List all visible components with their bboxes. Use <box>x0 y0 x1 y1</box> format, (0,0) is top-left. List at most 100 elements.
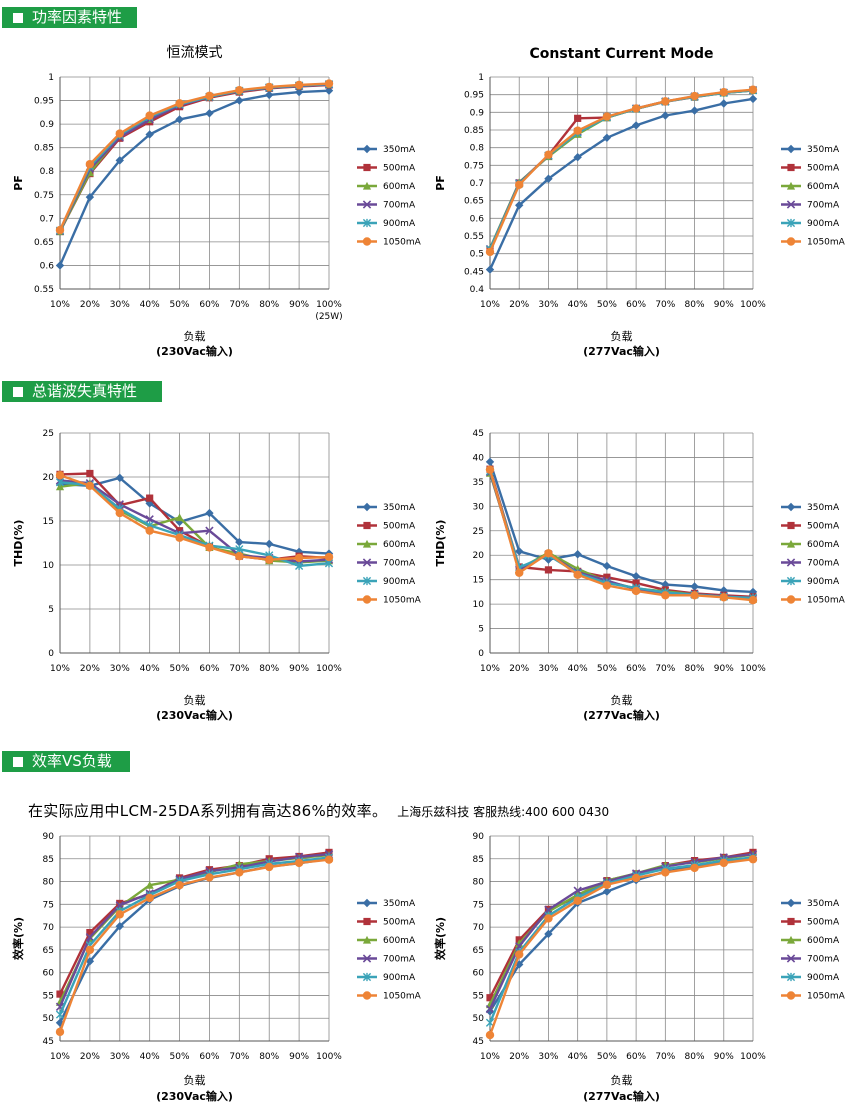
x-axis-condition: (277Vac输入) <box>583 1089 660 1103</box>
y-tick-label: 15 <box>43 517 54 527</box>
data-point-350mA <box>544 929 553 939</box>
y-tick-label: 0.5 <box>470 250 484 260</box>
x-tick-label: 60% <box>626 1052 646 1062</box>
section-header-eff: 效率VS负载 <box>2 751 130 772</box>
x-axis-condition: (230Vac输入) <box>156 1089 233 1103</box>
x-tick-label: 100% <box>740 300 766 310</box>
pf-chart-277vac: Constant Current Mode 0.4 0.45 0.5 0.55 0.6 0.… <box>434 46 846 358</box>
y-tick-label: 80 <box>43 878 55 888</box>
legend-marker <box>362 218 372 228</box>
x-axis-condition: (277Vac输入) <box>583 344 660 358</box>
data-point-350mA <box>485 457 495 467</box>
legend-label: 500mA <box>807 522 840 532</box>
legend-label: 900mA <box>383 219 416 229</box>
data-point-1050mA <box>145 526 154 535</box>
legend-label: 700mA <box>383 559 416 569</box>
data-point-350mA <box>235 96 244 105</box>
data-point-1050mA <box>661 868 670 877</box>
series-line-500mA <box>58 851 330 995</box>
legend-label: 1050mA <box>807 992 846 1002</box>
series-line-1050mA <box>488 88 754 253</box>
data-point-1050mA <box>485 465 495 474</box>
legend-marker <box>786 237 796 246</box>
x-tick-label: 20% <box>509 664 529 674</box>
legend-label: 350mA <box>383 503 416 513</box>
square-icon <box>13 387 23 397</box>
legend-marker <box>362 144 372 154</box>
efficiency-chart-230vac: 45 50 55 60 65 70 75 80 85 90 10% 20% 30% 40% 50% 60% 70… <box>11 832 422 1103</box>
y-tick-label: 75 <box>473 900 484 910</box>
legend-label: 600mA <box>807 540 840 550</box>
data-point-1050mA <box>115 910 124 919</box>
data-point-700mA <box>544 905 553 914</box>
section-title-thd: 总谐波失真特性 <box>32 382 138 400</box>
y-tick-label: 35 <box>473 478 484 488</box>
y-tick-label: 20 <box>473 551 485 561</box>
data-point-700mA <box>573 886 582 895</box>
y-tick-label: 0.75 <box>34 191 54 201</box>
data-point-1050mA <box>748 85 758 94</box>
y-tick-label: 80 <box>473 878 485 888</box>
x-tick-label: 40% <box>568 664 588 674</box>
y-tick-label: 0.7 <box>40 214 54 224</box>
x-tick-label: 10% <box>480 664 500 674</box>
data-point-1050mA <box>748 855 758 864</box>
y-axis-title: THD(%) <box>12 520 25 567</box>
x-tick-label: 20% <box>80 1052 100 1062</box>
x-tick-label: 50% <box>597 300 617 310</box>
data-point-500mA <box>146 494 154 502</box>
data-point-1050mA <box>515 950 524 959</box>
legend-label: 1050mA <box>383 992 422 1002</box>
data-point-700mA <box>205 526 214 535</box>
data-point-1050mA <box>265 82 274 92</box>
gridlines <box>489 432 754 654</box>
x-tick-label: 90% <box>714 1052 734 1062</box>
data-point-350mA <box>265 90 274 100</box>
x-tick-label: 90% <box>289 1052 309 1062</box>
data-point-1050mA <box>324 552 334 562</box>
data-point-1050mA <box>205 873 214 882</box>
series-line-350mA <box>58 89 330 266</box>
legend-marker <box>362 181 372 190</box>
efficiency-chart-277vac: 45 50 55 60 65 70 75 80 85 90 10% 20% 30% 40% 50% 60% 70… <box>433 832 846 1103</box>
y-tick-label: 0.75 <box>464 161 484 171</box>
legend-marker <box>786 539 796 548</box>
data-point-1050mA <box>719 87 728 97</box>
series-line-1050mA <box>58 858 330 1033</box>
data-point-1050mA <box>631 104 641 113</box>
legend-label: 350mA <box>807 145 840 155</box>
legend-label: 350mA <box>807 899 840 909</box>
data-point-350mA <box>265 539 274 549</box>
x-tick-label: 30% <box>538 1052 558 1062</box>
data-point-1050mA <box>690 863 699 873</box>
x-tick-label: 50% <box>170 1052 190 1062</box>
legend-label: 1050mA <box>807 596 846 606</box>
legend-marker <box>786 576 796 586</box>
y-tick-label: 10 <box>43 561 55 571</box>
data-point-600mA <box>145 881 154 889</box>
data-point-900mA <box>55 1010 65 1019</box>
legend-label: 700mA <box>807 201 840 211</box>
x-extra-label: (25W) <box>315 312 342 322</box>
data-point-500mA <box>486 994 494 1002</box>
y-axis-title: THD(%) <box>434 520 447 567</box>
legend-label: 900mA <box>383 577 416 587</box>
y-tick-label: 0.95 <box>34 97 54 107</box>
pf-chart-230vac: 恒流模式 0.55 0.6 0.65 0.7 0.75 0.8 0.85 0.9 0.95 1 10%… <box>12 45 422 358</box>
legend-marker <box>362 539 372 548</box>
y-tick-label: 45 <box>473 1037 484 1047</box>
x-tick-label: 80% <box>685 1052 705 1062</box>
legend-label: 600mA <box>383 540 416 550</box>
y-tick-label: 45 <box>473 429 484 439</box>
y-tick-label: 0.6 <box>470 214 485 224</box>
data-point-1050mA <box>324 855 334 864</box>
legend-marker <box>363 917 371 926</box>
data-point-1050mA <box>544 914 553 923</box>
y-tick-label: 0.85 <box>34 144 54 154</box>
legend-marker <box>362 237 372 246</box>
data-point-700mA <box>115 901 124 910</box>
data-point-500mA <box>632 579 640 587</box>
data-point-1050mA <box>145 111 154 120</box>
y-tick-label: 90 <box>473 832 485 842</box>
legend-label: 500mA <box>383 918 416 928</box>
